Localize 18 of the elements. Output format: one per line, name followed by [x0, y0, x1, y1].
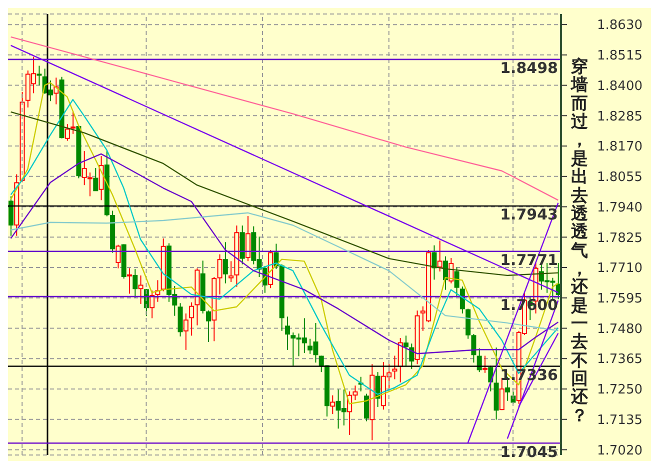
ref-line-label: 1.7045: [500, 442, 558, 461]
y-tick-label: 1.8055: [597, 170, 642, 186]
y-tick-label: 1.7940: [597, 200, 642, 216]
y-tick-label: 1.8400: [597, 78, 642, 94]
y-tick-label: 1.8285: [597, 109, 642, 124]
y-tick-label: 1.7135: [597, 412, 642, 428]
y-tick-label: 1.7020: [597, 443, 642, 458]
y-tick-label: 1.7480: [597, 322, 642, 337]
y-tick-label: 1.8630: [597, 18, 642, 34]
y-tick-label: 1.7365: [597, 352, 642, 368]
y-tick-label: 1.8170: [597, 140, 642, 155]
ref-line-label: 1.8498: [500, 59, 558, 78]
y-tick-label: 1.7825: [597, 230, 642, 246]
y-tick-label: 1.7710: [597, 261, 642, 276]
y-tick-label: 1.8515: [597, 48, 642, 64]
y-tick-label: 1.7595: [597, 291, 642, 306]
y-tick-label: 1.7250: [597, 382, 642, 398]
text: 穿墙而过，是出去透透气，还是一去不回还？: [571, 57, 588, 426]
